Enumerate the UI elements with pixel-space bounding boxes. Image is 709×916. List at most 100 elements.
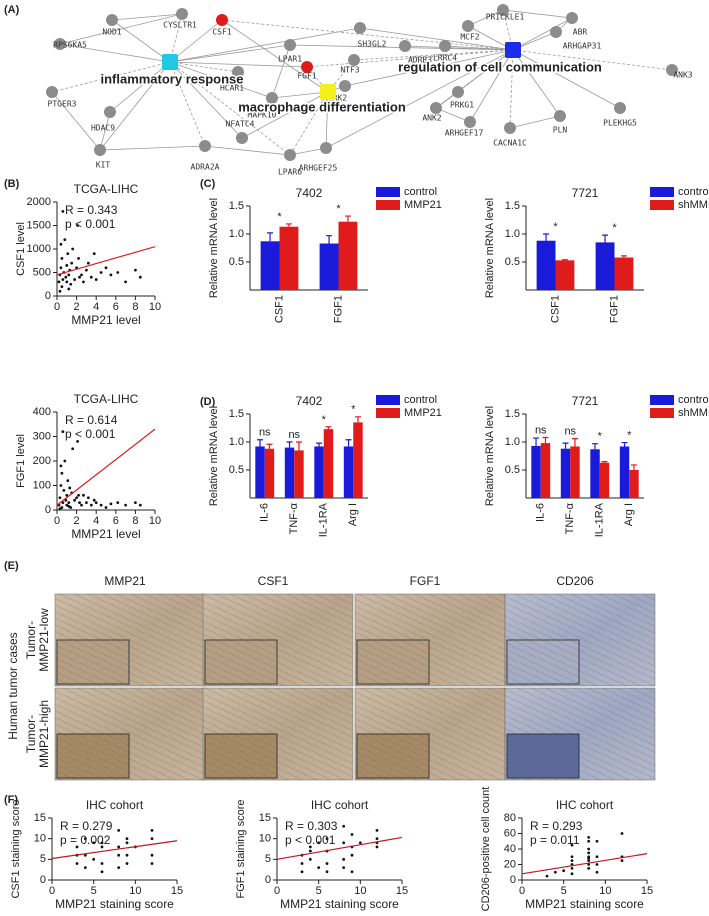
error-bar	[267, 232, 274, 242]
group-label: Human tumor cases	[6, 632, 20, 739]
error-bar	[354, 416, 361, 423]
legend-swatch	[376, 187, 400, 197]
scatter-point	[82, 493, 85, 497]
scatter-point	[66, 479, 70, 482]
scatter-point	[308, 849, 312, 853]
scatter-point	[117, 853, 121, 857]
x-tick-label: 4	[93, 515, 99, 527]
x-tick-label: Arg I	[347, 503, 359, 526]
x-tick-label: 8	[132, 301, 138, 313]
chart-title: IHC cohort	[311, 798, 369, 812]
network-edge	[169, 19, 223, 63]
legend-swatch	[376, 395, 400, 405]
bar	[284, 447, 295, 498]
network-edge	[512, 49, 621, 109]
y-axis-label: Relative mRNA level	[208, 198, 220, 298]
y-tick-label: 0.5	[229, 256, 244, 268]
node-label: KIT	[96, 161, 111, 170]
scatter-point	[342, 824, 346, 828]
x-tick-label: 2	[74, 515, 80, 527]
scatter-point	[71, 247, 75, 251]
scatter-point	[620, 832, 624, 835]
chart-title: IHC cohort	[86, 798, 144, 812]
x-tick-label: TNF-α	[564, 502, 576, 534]
bar	[570, 446, 580, 498]
y-tick-label: 0	[40, 874, 46, 886]
network-edge	[51, 91, 101, 151]
y-tick-label: 0	[510, 874, 516, 886]
network-edge	[169, 61, 243, 139]
network-edge	[221, 19, 329, 93]
column-heading: MMP21	[104, 574, 146, 588]
significance-label: *	[627, 429, 632, 441]
y-tick-label: 200	[33, 455, 51, 467]
hub-node	[162, 54, 178, 70]
fit-line	[51, 840, 178, 860]
error-bar	[561, 259, 568, 261]
column-heading: CD206	[556, 574, 594, 588]
hub-label: macrophage differentiation	[238, 99, 406, 114]
ihc-inset-texture	[205, 734, 277, 778]
scatter-point	[595, 863, 599, 866]
y-axis-label: CSF1 level	[15, 222, 27, 276]
x-tick-label: 0	[519, 885, 525, 897]
scatter-point	[82, 280, 85, 284]
scatter-point	[109, 502, 113, 506]
scatter-point	[77, 257, 80, 260]
scatter-point	[83, 866, 87, 869]
y-tick-label: 100	[33, 479, 51, 491]
network-edge	[469, 49, 514, 123]
network-node	[566, 12, 578, 24]
bar	[338, 221, 358, 290]
legend-swatch	[650, 395, 674, 405]
scatter-point	[116, 501, 120, 505]
network-edge	[509, 49, 514, 129]
ihc-inset-texture	[357, 734, 429, 778]
error-bar	[533, 437, 540, 446]
x-tick-label: 15	[171, 885, 183, 897]
scatter-point	[342, 866, 346, 869]
scatter-point	[570, 859, 574, 863]
scatter-point	[587, 847, 591, 851]
scatter-point	[89, 503, 93, 507]
y-tick-label: 300	[33, 430, 51, 442]
x-tick-label: FGF1	[332, 295, 344, 323]
scatter-point	[117, 845, 121, 849]
scatter-point	[104, 266, 108, 270]
legend-swatch	[650, 408, 674, 418]
x-tick-label: FGF1	[608, 295, 620, 323]
scatter-point	[94, 501, 98, 505]
stat-label: p = 0.002	[60, 833, 111, 847]
legend-label: MMP21	[404, 407, 442, 419]
y-axis-label: FGF1 level	[15, 434, 27, 488]
legend-label: control	[404, 394, 437, 406]
network-edge	[204, 145, 291, 156]
significance-label: ns	[288, 429, 300, 441]
network-node	[666, 64, 678, 76]
scatter-point	[58, 289, 62, 293]
node-label: ANK3	[673, 71, 692, 80]
network-edge	[509, 115, 561, 129]
network-edge	[169, 61, 206, 147]
x-tick-label: CSF1	[549, 295, 561, 323]
y-tick-label: 1000	[27, 243, 51, 255]
error-bar	[285, 223, 292, 227]
x-tick-label: 0	[54, 301, 60, 313]
x-tick-label: 5	[91, 885, 97, 897]
scatter-point	[150, 862, 154, 865]
error-bar	[286, 441, 293, 448]
x-tick-label: 10	[129, 885, 141, 897]
scatter-point	[587, 855, 591, 859]
x-tick-label: CSF1	[273, 295, 285, 323]
scatter-point	[94, 278, 98, 281]
network-edge	[169, 13, 183, 63]
row-label: MMP21-high	[37, 700, 51, 768]
legend-label: shMMP21	[678, 407, 709, 419]
error-bar	[571, 438, 578, 447]
y-tick-label: 0	[45, 504, 51, 516]
error-bar	[266, 443, 273, 449]
stat-label: p < 0.001	[285, 833, 336, 847]
scatter-point	[61, 210, 65, 213]
node-label: NTF3	[340, 66, 359, 75]
scatter-point	[595, 855, 599, 859]
